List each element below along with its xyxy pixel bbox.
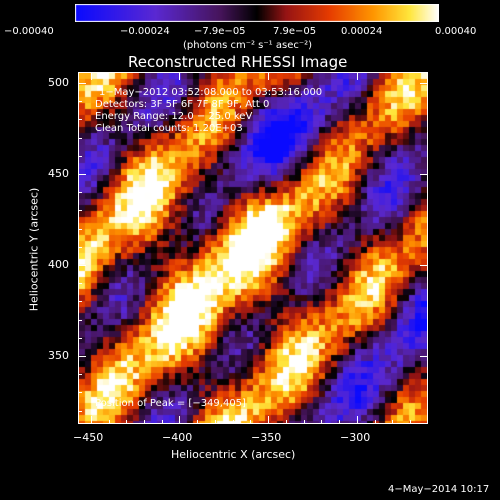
y-tick-label: 500	[48, 76, 69, 89]
y-tick-label: 450	[48, 167, 69, 180]
detectors-text: Detectors: 3F 5F 6F 7F 8F 9F, Att 0	[95, 99, 270, 110]
x-tick-label: −400	[162, 431, 193, 444]
colorbar-tick-label: 7.9e−05	[273, 26, 317, 37]
peak-position-text: Position of Peak = [−349,405]	[95, 398, 246, 409]
colorbar	[75, 4, 439, 22]
x-tick-label: −300	[340, 431, 371, 444]
x-axis-label: Heliocentric X (arcsec)	[171, 448, 296, 461]
y-tick-label: 400	[48, 258, 69, 271]
heatmap-image	[79, 73, 427, 423]
footer-date: 4−May−2014 10:17	[388, 484, 490, 495]
x-tick-label: −350	[251, 431, 282, 444]
energy-range-text: Energy Range: 12.0 − 25.0 keV	[95, 111, 253, 122]
colorbar-tick-label: −0.00040	[4, 26, 54, 37]
time-range-text: 1−May−2012 03:52:08.000 to 03:53:16.000	[99, 87, 323, 98]
colorbar-tick-label: −7.9e−05	[194, 26, 246, 37]
colorbar-tick-label: 0.00040	[435, 26, 477, 37]
plot-area: 1−May−2012 03:52:08.000 to 03:53:16.000 …	[78, 72, 428, 424]
x-tick-label: −450	[73, 431, 104, 444]
clean-counts-text: Clean Total counts: 1.20E+03	[95, 123, 243, 134]
plot-title: Reconstructed RHESSI Image	[128, 53, 348, 71]
y-tick-label: 350	[48, 349, 69, 362]
colorbar-tick-label: 0.00024	[341, 26, 383, 37]
colorbar-tick-label: −0.00024	[120, 26, 170, 37]
colorbar-units-label: (photons cm⁻² s⁻¹ asec⁻²)	[183, 40, 313, 51]
y-axis-label: Heliocentric Y (arcsec)	[27, 187, 41, 312]
